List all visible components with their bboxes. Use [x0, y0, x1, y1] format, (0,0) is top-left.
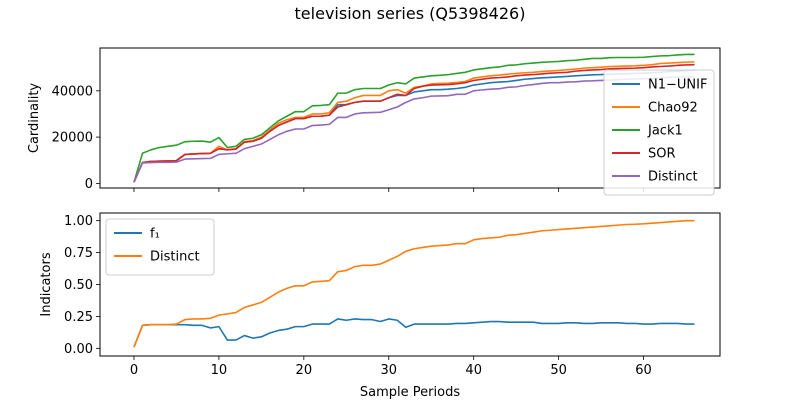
legend-box	[105, 218, 215, 276]
legend-label: SOR	[648, 147, 676, 162]
x-tick-label: 20	[296, 363, 313, 378]
x-tick-label: 0	[130, 363, 138, 378]
legend-label: Distinct	[648, 170, 698, 185]
y-tick-label: 1.00	[64, 214, 93, 229]
legend-label: N1−UNIF	[648, 78, 707, 93]
x-tick-label: 40	[465, 363, 482, 378]
y-tick-label: 40000	[52, 84, 93, 99]
y-tick-label: 20000	[52, 131, 93, 146]
series-line-distinct	[133, 76, 695, 183]
y-tick-label: 0	[85, 177, 93, 192]
x-tick-label: 60	[635, 363, 652, 378]
series-line-jack1	[133, 53, 695, 183]
x-tick-label: 50	[550, 363, 567, 378]
bottom-panel-indicators: 0 10 20 30 40 50 60 0.00 0.25 0.50 0.75 1.00 Indicat…	[39, 212, 721, 400]
series-line-f-	[133, 318, 695, 348]
x-tick-label: 10	[211, 363, 228, 378]
y-tick-label: 0.25	[64, 310, 93, 325]
chart-title: television series (Q5398426)	[295, 4, 526, 23]
y-axis-label: Cardinality	[27, 83, 42, 154]
series-line-distinct	[133, 219, 695, 348]
y-tick-label: 0.50	[64, 278, 93, 293]
legend-label: f₁	[150, 227, 160, 242]
legend-box	[603, 69, 715, 196]
y-tick-label: 0.00	[64, 342, 93, 357]
y-tick-label: 0.75	[64, 246, 93, 261]
plot-frame	[99, 47, 721, 189]
x-tick-label: 30	[380, 363, 397, 378]
legend-label: Distinct	[150, 250, 200, 265]
series-line-sor	[133, 63, 695, 183]
legend: f₁ Distinct	[105, 218, 215, 276]
y-axis-label: Indicators	[39, 252, 54, 316]
legend: N1−UNIF Chao92 Jack1 SOR Distinct	[603, 69, 715, 196]
top-panel-cardinality: 0 20000 40000 Cardinality N1−UNIF Chao92 Jack1…	[27, 47, 721, 196]
legend-label: Jack1	[647, 124, 683, 139]
legend-label: Chao92	[648, 101, 698, 116]
x-axis-label: Sample Periods	[360, 385, 460, 400]
